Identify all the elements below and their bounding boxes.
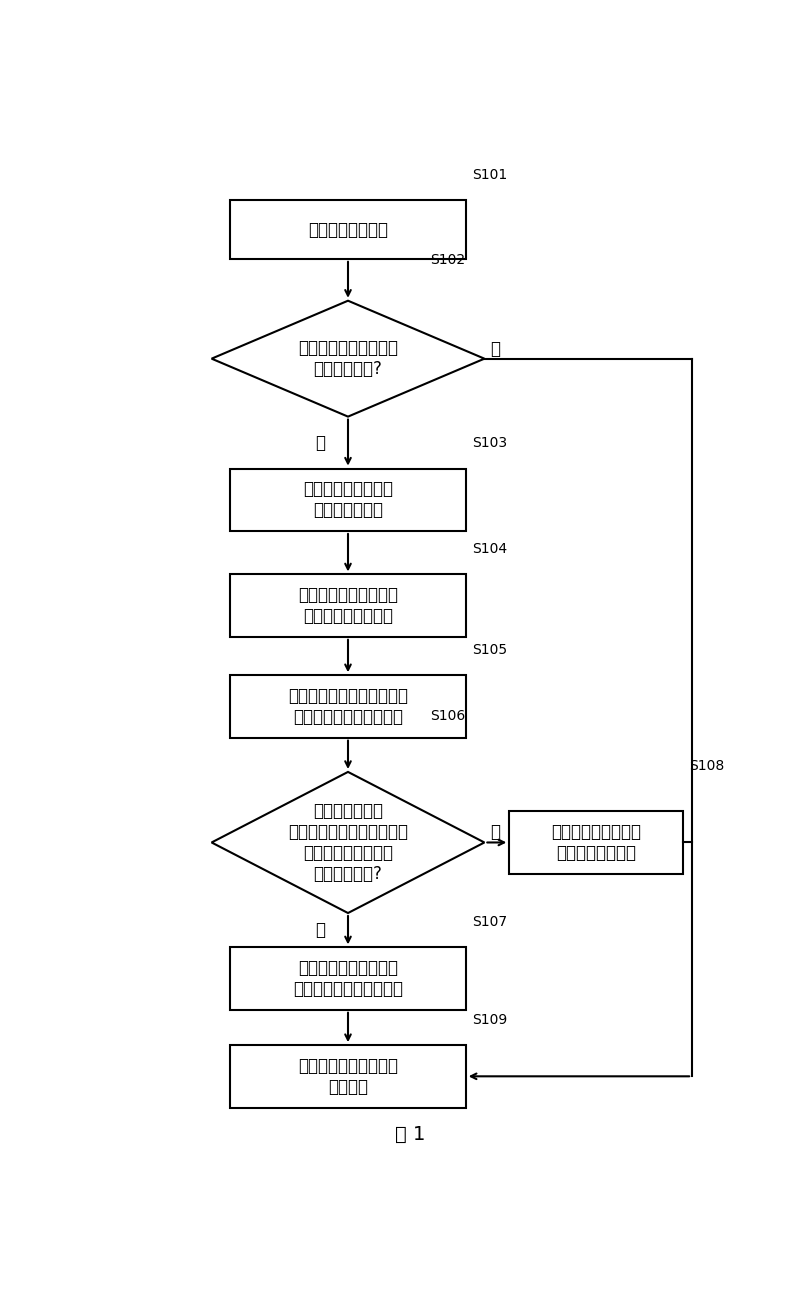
Text: 进行下一个集成电路的
刻录程序: 进行下一个集成电路的 刻录程序 <box>298 1056 398 1096</box>
Text: S103: S103 <box>472 436 507 450</box>
Text: 是: 是 <box>315 922 325 939</box>
Text: 集成电路的预定存储器
位置是否空白?: 集成电路的预定存储器 位置是否空白? <box>298 339 398 378</box>
Polygon shape <box>211 301 485 416</box>
Text: 保留验证样本存储器
内的数字编码内容: 保留验证样本存储器 内的数字编码内容 <box>551 823 641 861</box>
Text: S101: S101 <box>472 169 507 182</box>
Text: 图 1: 图 1 <box>395 1126 425 1144</box>
FancyBboxPatch shape <box>230 575 466 637</box>
Text: 否: 否 <box>490 339 501 357</box>
Polygon shape <box>211 772 485 914</box>
Text: S107: S107 <box>472 915 507 929</box>
Text: S102: S102 <box>430 254 465 267</box>
FancyBboxPatch shape <box>230 948 466 1009</box>
FancyBboxPatch shape <box>230 200 466 259</box>
Text: 将数字编码内容写入
刻录样本存储器: 将数字编码内容写入 刻录样本存储器 <box>303 480 393 520</box>
Text: 数字编码内容的数字编
码值跟加一个运算步阶数: 数字编码内容的数字编 码值跟加一个运算步阶数 <box>293 959 403 997</box>
Text: 将刻录样本存储器内的数字
编码内容写入一集成电路: 将刻录样本存储器内的数字 编码内容写入一集成电路 <box>288 687 408 725</box>
Text: 是: 是 <box>315 433 325 452</box>
Text: 否: 否 <box>490 823 501 842</box>
Text: S105: S105 <box>472 643 507 657</box>
Text: S108: S108 <box>689 759 724 772</box>
FancyBboxPatch shape <box>510 812 683 873</box>
FancyBboxPatch shape <box>230 675 466 738</box>
Text: S106: S106 <box>430 709 465 724</box>
Text: S109: S109 <box>472 1013 507 1026</box>
Text: 读取一初始化文件: 读取一初始化文件 <box>308 221 388 238</box>
Text: S104: S104 <box>472 542 507 556</box>
FancyBboxPatch shape <box>230 1045 466 1107</box>
Text: 将相同的数字编码内容
写入验证样本存储器: 将相同的数字编码内容 写入验证样本存储器 <box>298 586 398 624</box>
FancyBboxPatch shape <box>230 469 466 531</box>
Text: 验证集成电路内
的数字编码内容与验证样本
存储器内的数字编码
内容是否一致?: 验证集成电路内 的数字编码内容与验证样本 存储器内的数字编码 内容是否一致? <box>288 802 408 882</box>
